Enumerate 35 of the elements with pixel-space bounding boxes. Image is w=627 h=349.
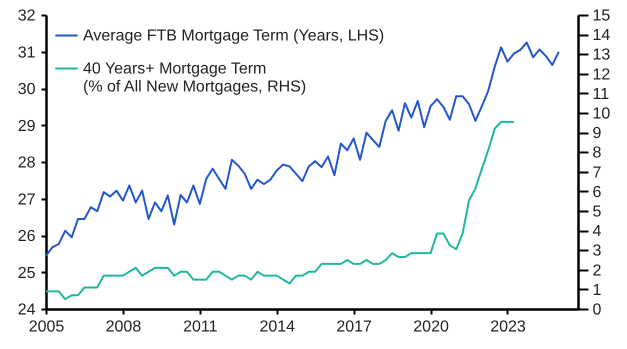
x-tick-label: 2017	[336, 318, 372, 336]
y-tick-label: 27	[18, 191, 36, 208]
y-tick-label: 30	[18, 81, 36, 98]
x-tick-label: 2008	[106, 318, 142, 336]
y2-tick-label: 13	[592, 46, 610, 64]
y-tick-label: 31	[18, 44, 36, 62]
y2-tick-label: 2	[592, 262, 602, 280]
y2-tick-label: 1	[592, 282, 602, 299]
y2-tick-label: 11	[592, 86, 610, 103]
y2-tick-label: 4	[592, 223, 602, 240]
y-tick-label: 29	[18, 118, 36, 135]
y-tick-label: 28	[18, 154, 36, 172]
y-tick-label: 25	[18, 264, 36, 282]
y2-tick-label: 10	[592, 106, 610, 122]
y2-tick-label: 15	[592, 8, 610, 24]
y2-tick-label: 12	[592, 66, 610, 84]
line-series	[45, 120, 515, 300]
y-tick-label: 24	[18, 302, 36, 318]
x-tick-label: 2020	[413, 318, 449, 336]
y2-tick-label: 5	[592, 204, 602, 220]
x-tick-label: 2014	[259, 318, 296, 336]
y2-tick-label: 9	[592, 125, 602, 142]
y2-tick-label: 0	[592, 302, 602, 318]
x-tick-label: 2005	[28, 318, 64, 336]
y2-tick-label: 14	[592, 27, 610, 44]
y-tick-label: 32	[18, 8, 36, 24]
x-tick-label: 2023	[490, 318, 526, 336]
y-tick-label: 26	[18, 228, 36, 245]
y2-tick-label: 7	[592, 164, 602, 182]
legend-label: 40 Years+ Mortgage Term (% of All New Mortgages, RHS)	[83, 60, 306, 96]
legend-label: Average FTB Mortgage Term (Years, LHS)	[83, 28, 384, 44]
x-tick-label: 2011	[183, 318, 218, 336]
y2-tick-label: 3	[592, 242, 602, 260]
y2-tick-label: 6	[592, 184, 602, 201]
y2-tick-label: 8	[592, 144, 602, 162]
